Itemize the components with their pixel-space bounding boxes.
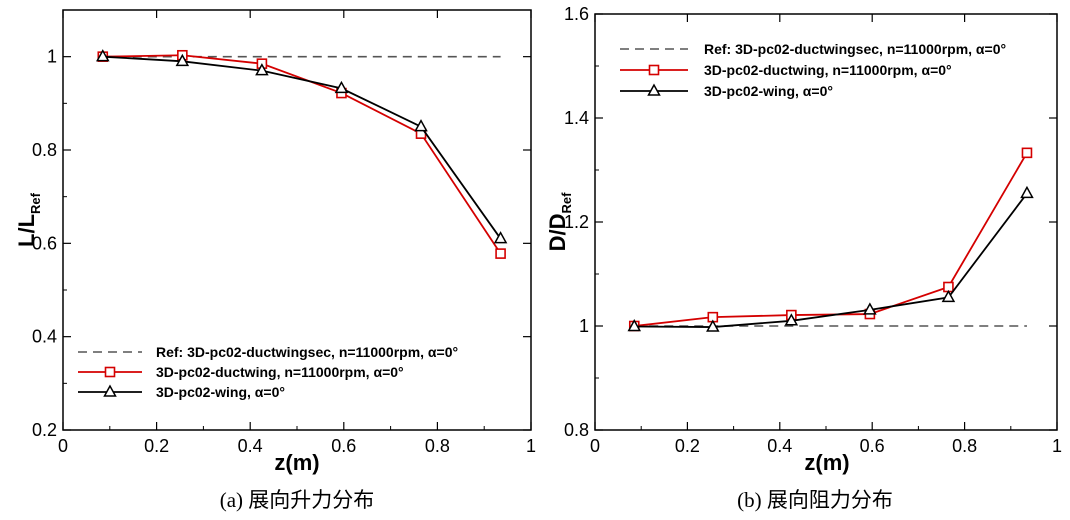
y-tick-label: 1.6 [564, 4, 589, 24]
x-tick-label: 0.2 [675, 436, 700, 456]
triangle-marker [647, 83, 661, 96]
square-marker [1021, 147, 1033, 159]
figure-caption: (a) 展向升力分布 [220, 488, 375, 512]
y-tick-label: 0.8 [32, 140, 57, 160]
triangle-marker [1020, 185, 1034, 199]
legend-label: 3D-pc02-ductwing, n=11000rpm, α=0° [156, 364, 404, 380]
series-line [634, 192, 1028, 328]
y-tick-label: 1 [579, 316, 589, 336]
legend: Ref: 3D-pc02-ductwingsec, n=11000rpm, α=… [78, 344, 458, 400]
triangle-marker [493, 231, 508, 244]
series-line [634, 152, 1028, 327]
square-marker [648, 64, 660, 76]
x-tick-label: 0.4 [767, 436, 792, 456]
series-line [102, 55, 502, 240]
x-tick-label: 0.2 [144, 436, 169, 456]
y-tick-label: 0.8 [564, 420, 589, 440]
legend-label: Ref: 3D-pc02-ductwingsec, n=11000rpm, α=… [156, 344, 458, 360]
x-tick-label: 0.8 [425, 436, 450, 456]
triangle-marker [863, 302, 877, 315]
triangle-marker [96, 49, 110, 62]
triangle-marker [414, 119, 428, 132]
y-axis-title: L/LRef [14, 192, 43, 247]
triangle-marker [334, 80, 349, 94]
series-square-1 [97, 49, 506, 259]
y-tick-label: 1 [47, 47, 57, 67]
x-tick-label: 0.8 [952, 436, 977, 456]
legend-label: Ref: 3D-pc02-ductwingsec, n=11000rpm, α=… [704, 41, 1006, 57]
figure-caption: (b) 展向阻力分布 [737, 488, 893, 512]
legend-label: 3D-pc02-ductwing, n=11000rpm, α=0° [704, 62, 952, 78]
y-tick-label: 0.6 [32, 233, 57, 253]
series-square-1 [628, 147, 1033, 332]
triangle-marker [941, 289, 956, 303]
x-axis-title: z(m) [274, 450, 319, 475]
chart-panel-b: 0 0.2 0.4 0.6 0.8 1 0.8 1 1.2 1.4 1.6 z(m) D/DRef Ref… [545, 4, 1062, 512]
y-axis-title: D/DRef [545, 192, 574, 252]
x-tick-label: 0 [58, 436, 68, 456]
x-axis-title: z(m) [804, 450, 849, 475]
triangle-marker [706, 319, 720, 332]
triangle-marker [175, 53, 190, 67]
legend-label: 3D-pc02-wing, α=0° [156, 384, 285, 400]
triangle-marker [103, 384, 117, 397]
series-triangle-2 [96, 49, 508, 244]
legend-label: 3D-pc02-wing, α=0° [704, 83, 833, 99]
y-tick-label: 1.4 [564, 108, 589, 128]
x-tick-label: 0.4 [238, 436, 263, 456]
chart-panel-a: 0 0.2 0.4 0.6 0.8 10.20.40.60.81z(m)L/LRefRef… [14, 9, 536, 512]
triangle-marker [784, 313, 799, 326]
y-tick-label: 0.4 [32, 327, 57, 347]
legend: Ref: 3D-pc02-ductwingsec, n=11000rpm, α=… [620, 41, 1006, 99]
square-marker [104, 366, 116, 378]
x-tick-label: 0.6 [860, 436, 885, 456]
x-tick-label: 1 [526, 436, 536, 456]
series-line [102, 54, 502, 255]
triangle-marker [255, 63, 269, 76]
x-tick-label: 0.6 [331, 436, 356, 456]
y-tick-label: 0.2 [32, 420, 57, 440]
x-tick-label: 0 [590, 436, 600, 456]
series-triangle-2 [627, 185, 1034, 332]
y-tick-label: 1.2 [564, 212, 589, 232]
x-tick-label: 1 [1052, 436, 1062, 456]
square-marker [495, 248, 506, 259]
triangle-marker [627, 318, 642, 332]
